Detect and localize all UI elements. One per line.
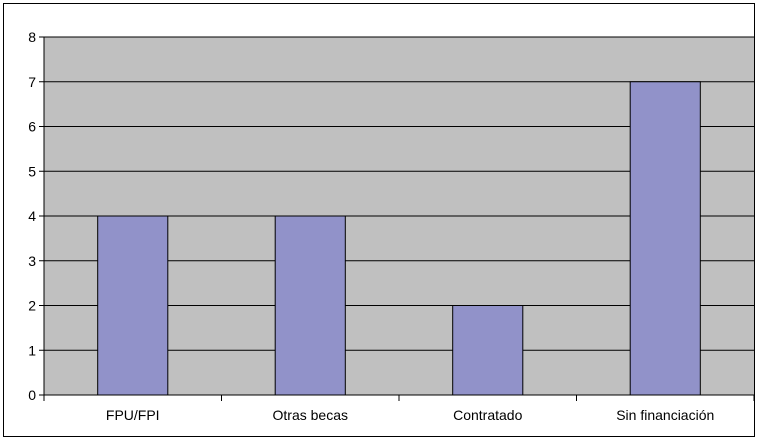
bar-1	[97, 215, 169, 396]
bars	[97, 81, 701, 396]
y-tick-labels: 0 1 2 3 4 5 6 7 8	[28, 29, 36, 403]
x-tick-label-4: Sin financiación	[616, 407, 714, 423]
y-tick-label-3: 3	[28, 253, 36, 269]
y-tick-label-5: 5	[28, 163, 36, 179]
y-tick-label-8: 8	[28, 29, 36, 45]
x-tick-label-3: Contratado	[453, 407, 522, 423]
y-tick-label-7: 7	[28, 74, 36, 90]
y-tick-label-4: 4	[28, 208, 36, 224]
y-tick-label-0: 0	[28, 387, 36, 403]
x-tick-labels: FPU/FPI Otras becas Contratado Sin financia…	[106, 407, 714, 423]
y-tick-label-6: 6	[28, 119, 36, 135]
y-tick-label-1: 1	[28, 342, 36, 358]
axes	[39, 36, 755, 401]
x-tick-label-1: FPU/FPI	[106, 407, 160, 423]
bar-3	[452, 305, 524, 396]
y-tick-label-2: 2	[28, 298, 36, 314]
bar-4	[629, 81, 701, 396]
bar-2	[274, 215, 346, 396]
x-tick-label-2: Otras becas	[273, 407, 348, 423]
